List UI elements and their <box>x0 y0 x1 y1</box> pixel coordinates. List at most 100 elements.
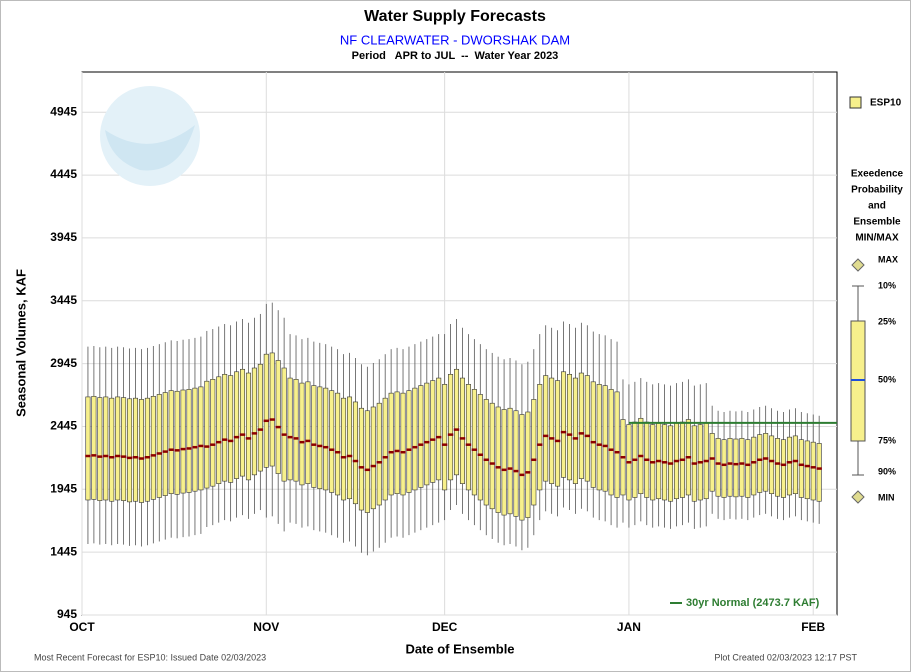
box <box>424 382 430 486</box>
y-tick-label: 1445 <box>50 544 77 558</box>
box <box>204 380 210 489</box>
box <box>792 435 798 495</box>
box <box>602 385 608 492</box>
box <box>418 385 424 488</box>
logo-wave <box>105 125 195 171</box>
legend-title: and <box>868 201 886 212</box>
box <box>115 396 121 501</box>
box <box>495 406 501 513</box>
box <box>358 407 364 511</box>
box <box>97 397 103 501</box>
x-tick-label: JAN <box>617 620 641 634</box>
plot-area <box>81 71 838 616</box>
box <box>804 440 810 500</box>
box <box>138 399 144 503</box>
footer-left: Most Recent Forecast for ESP10: Issued D… <box>34 652 266 662</box>
box <box>121 397 127 501</box>
legend-level: MIN <box>878 492 895 502</box>
box <box>757 434 763 493</box>
box <box>162 392 168 496</box>
box <box>525 411 531 518</box>
box <box>566 373 572 481</box>
box <box>317 386 323 489</box>
box <box>721 439 727 498</box>
legend-swatch <box>849 96 862 109</box>
box <box>222 373 228 482</box>
box <box>216 376 222 484</box>
plot-content <box>81 72 837 616</box>
box <box>780 439 786 498</box>
legend-level: 75% <box>878 435 896 445</box>
box <box>519 414 525 521</box>
box <box>578 372 584 479</box>
box <box>501 409 507 516</box>
box <box>370 406 376 510</box>
box <box>596 384 602 491</box>
box <box>281 367 287 482</box>
box <box>245 372 251 481</box>
y-tick-label: 4945 <box>50 104 77 118</box>
box <box>293 379 299 482</box>
box <box>192 387 198 492</box>
logo <box>100 86 200 186</box>
box <box>471 389 477 496</box>
box <box>85 396 91 501</box>
box <box>454 368 460 476</box>
box <box>572 377 578 484</box>
x-tick-label: DEC <box>432 620 458 634</box>
box <box>739 438 745 497</box>
box <box>186 389 192 493</box>
box <box>382 397 388 501</box>
box <box>352 401 358 505</box>
period: Period APR to JUL -- Water Year 2023 <box>352 50 559 62</box>
box <box>549 377 555 484</box>
box <box>364 410 370 513</box>
box <box>531 399 537 506</box>
box <box>763 433 769 492</box>
box <box>376 402 382 506</box>
box <box>513 410 519 517</box>
box <box>198 386 204 491</box>
x-tick-label: NOV <box>253 620 279 634</box>
y-tick-label: 2945 <box>50 356 77 370</box>
legend-title: Probability <box>851 185 903 196</box>
box <box>329 390 335 493</box>
box <box>257 363 263 472</box>
y-tick-label: 3445 <box>50 293 77 307</box>
chart-title: Water Supply Forecasts <box>364 8 546 25</box>
box <box>798 439 804 498</box>
box <box>477 394 483 501</box>
legend-title: Exeedence <box>851 169 904 180</box>
box <box>228 375 234 483</box>
box <box>133 397 139 502</box>
box <box>388 392 394 496</box>
footer-right: Plot Created 02/03/2023 12:17 PST <box>714 652 857 662</box>
y-axis-label: Seasonal Volumes, KAF <box>13 269 28 417</box>
box <box>251 367 257 476</box>
subtitle: NF CLEARWATER - DWORSHAK DAM <box>340 32 570 47</box>
y-tick-label: 3945 <box>50 230 77 244</box>
box <box>347 396 353 500</box>
box <box>275 360 281 474</box>
box <box>305 381 311 484</box>
box <box>561 371 567 478</box>
y-tick-label: 945 <box>57 607 77 621</box>
box <box>168 390 174 495</box>
legend-level: 25% <box>878 316 896 326</box>
box <box>400 392 406 496</box>
x-tick-label: FEB <box>801 620 825 634</box>
box <box>448 373 454 481</box>
box <box>769 435 775 495</box>
y-tick-label: 4445 <box>50 167 77 181</box>
box <box>775 438 781 497</box>
box <box>745 439 751 498</box>
x-axis-label: Date of Ensemble <box>405 641 514 656</box>
box <box>430 380 436 483</box>
legend-title: Ensemble <box>853 217 901 228</box>
box <box>210 379 216 487</box>
legend-level: 10% <box>878 280 896 290</box>
box <box>150 395 156 500</box>
box <box>709 433 715 492</box>
legend-max-marker <box>851 258 865 272</box>
box <box>240 368 246 477</box>
